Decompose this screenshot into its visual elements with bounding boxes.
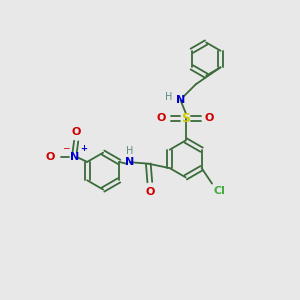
Text: N: N — [125, 157, 134, 167]
Text: N: N — [176, 95, 185, 105]
Text: O: O — [46, 152, 56, 162]
Text: S: S — [181, 112, 190, 125]
Text: +: + — [80, 144, 87, 153]
Text: O: O — [145, 187, 154, 196]
Text: Cl: Cl — [214, 186, 225, 196]
Text: O: O — [71, 127, 81, 137]
Text: −: − — [62, 143, 69, 152]
Text: O: O — [157, 113, 166, 123]
Text: H: H — [126, 146, 134, 156]
Text: N: N — [70, 152, 79, 162]
Text: H: H — [165, 92, 172, 102]
Text: O: O — [205, 113, 214, 123]
